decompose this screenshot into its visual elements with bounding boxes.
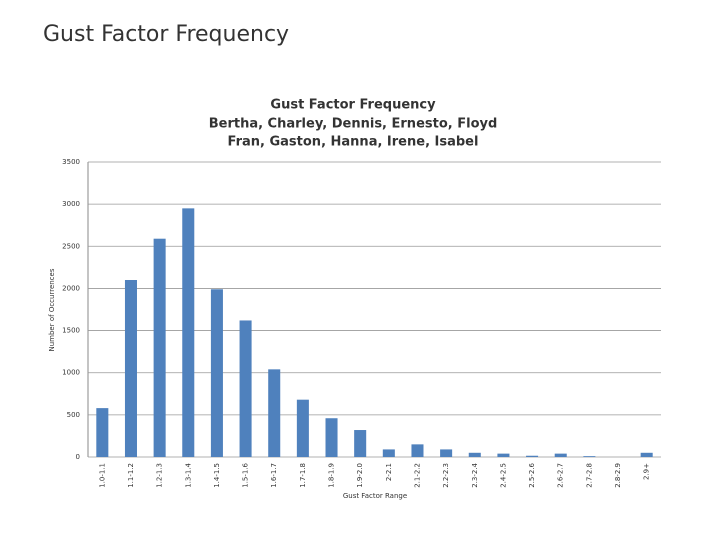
x-tick-label: 1.5-1.6 [242, 462, 250, 487]
slide-title: Gust Factor Frequency [43, 22, 289, 47]
bar [440, 449, 453, 457]
x-tick-label: 1.6-1.7 [270, 463, 278, 488]
bar [583, 456, 596, 457]
x-tick-label: 2.5-2.6 [528, 462, 536, 487]
x-tick-label: 2.7-2.8 [585, 463, 593, 488]
y-tick-label: 3500 [62, 158, 80, 166]
bar [239, 320, 252, 457]
bar [96, 408, 109, 457]
bar [210, 289, 223, 457]
y-tick-label: 1000 [62, 369, 80, 377]
y-tick-label: 500 [67, 411, 80, 419]
bar [296, 399, 309, 457]
x-tick-label: 1.3-1.4 [184, 462, 192, 487]
bar [124, 280, 137, 457]
y-tick-label: 2000 [62, 284, 80, 292]
chart-title: Gust Factor Frequency [270, 98, 436, 113]
bar [354, 430, 367, 457]
x-tick-label: 1.1-1.2 [127, 463, 135, 488]
bar [325, 418, 338, 457]
bar [497, 453, 510, 457]
bar [268, 369, 281, 457]
y-axis-label: Number of Occurrences [48, 268, 56, 351]
x-tick-label: 1.7-1.8 [299, 463, 307, 488]
y-tick-label: 3000 [62, 200, 80, 208]
chart-subtitle: Bertha, Charley, Dennis, Ernesto, Floyd [209, 117, 498, 132]
x-tick-label: 2.1-2.2 [413, 463, 421, 488]
x-tick-label: 1.2-1.3 [156, 463, 164, 488]
x-tick-label: 1.4-1.5 [213, 463, 221, 488]
x-tick-label: 2.4-2.5 [499, 463, 507, 488]
x-tick-label: 2.3-2.4 [471, 462, 479, 487]
bar [411, 444, 424, 457]
x-tick-label: 1.8-1.9 [328, 463, 336, 488]
x-tick-label: 1.9-2.0 [356, 463, 364, 488]
chart-subtitle: Fran, Gaston, Hanna, Irene, Isabel [228, 135, 479, 150]
x-axis-label: Gust Factor Range [343, 492, 407, 500]
bar [382, 449, 395, 457]
y-tick-label: 1500 [62, 327, 80, 335]
bar [182, 208, 195, 457]
x-tick-label: 2.2-2.3 [442, 463, 450, 488]
x-tick-label: 2.6-2.7 [557, 463, 565, 488]
bar [640, 452, 653, 457]
y-tick-label: 0 [76, 453, 80, 461]
bar [468, 452, 481, 457]
x-tick-label: 1.0-1.1 [98, 463, 106, 488]
bar [153, 238, 166, 457]
bar [554, 453, 567, 457]
y-tick-label: 2500 [62, 242, 80, 250]
x-tick-label: 2.9+ [643, 463, 651, 480]
x-tick-label: 2-2.1 [385, 463, 393, 481]
x-tick-label: 2.8-2.9 [614, 463, 622, 488]
bar [526, 455, 539, 457]
